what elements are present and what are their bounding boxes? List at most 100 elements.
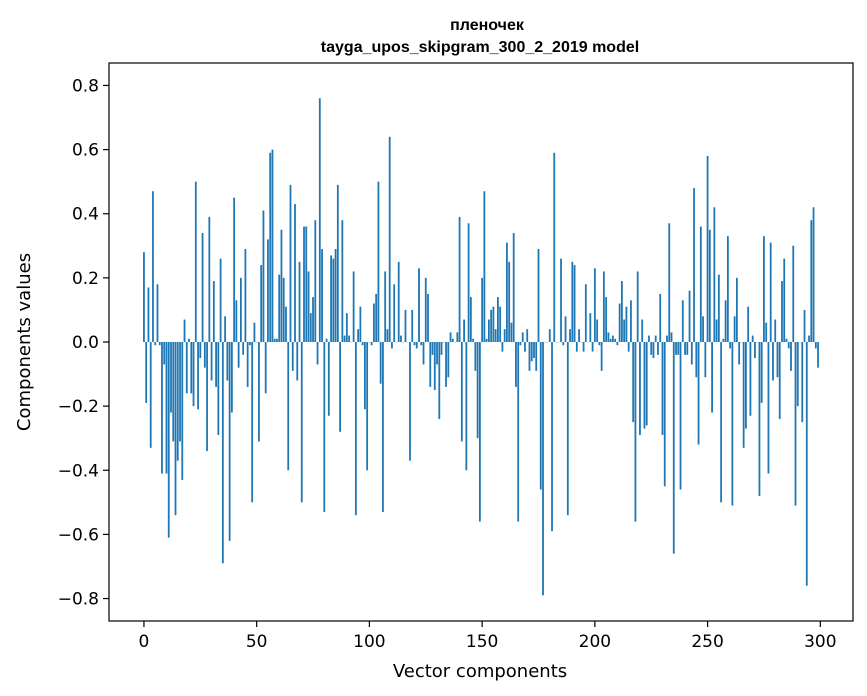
bar bbox=[575, 342, 578, 352]
bar bbox=[354, 342, 357, 516]
bar bbox=[183, 319, 186, 342]
bar bbox=[260, 265, 263, 342]
bar bbox=[334, 249, 337, 342]
bar bbox=[192, 342, 195, 407]
y-tick-label: 0.8 bbox=[72, 76, 99, 96]
bar bbox=[553, 152, 556, 342]
y-tick-label: −0.4 bbox=[58, 461, 99, 481]
bar bbox=[670, 332, 673, 342]
x-axis-ticks: 0 50 100 150 200 250 300 bbox=[139, 621, 837, 652]
bar bbox=[181, 342, 184, 480]
bar bbox=[605, 297, 608, 342]
bar bbox=[154, 342, 157, 346]
bar bbox=[330, 255, 332, 342]
bar bbox=[519, 342, 522, 346]
bars bbox=[143, 98, 819, 596]
bar bbox=[262, 210, 265, 342]
bar bbox=[237, 342, 240, 368]
bar bbox=[510, 322, 513, 342]
bar bbox=[542, 342, 544, 596]
bar bbox=[652, 342, 655, 359]
bar bbox=[370, 342, 373, 346]
bar bbox=[677, 342, 680, 355]
bar bbox=[639, 342, 641, 435]
bar bbox=[616, 342, 619, 346]
bar bbox=[449, 332, 452, 342]
bar bbox=[506, 242, 508, 342]
bar bbox=[571, 261, 574, 342]
bar bbox=[440, 342, 443, 355]
bar bbox=[411, 309, 414, 342]
bar bbox=[242, 342, 245, 355]
bar bbox=[397, 261, 400, 342]
bar bbox=[584, 284, 587, 342]
bar bbox=[472, 338, 475, 342]
y-tick-label: 0.0 bbox=[72, 333, 99, 353]
bar bbox=[765, 322, 768, 342]
bar bbox=[366, 342, 369, 471]
bar bbox=[456, 332, 459, 342]
bar bbox=[312, 297, 314, 342]
bar bbox=[611, 335, 614, 342]
bar bbox=[294, 204, 296, 342]
bar bbox=[745, 342, 747, 429]
bar bbox=[373, 303, 375, 342]
bar bbox=[787, 342, 790, 349]
bar bbox=[170, 342, 172, 413]
bar bbox=[564, 316, 567, 342]
bar bbox=[494, 329, 497, 342]
bar bbox=[666, 335, 668, 342]
bar bbox=[246, 342, 249, 387]
bar bbox=[731, 342, 734, 506]
bar bbox=[345, 313, 348, 342]
y-tick-label: 0.2 bbox=[72, 269, 99, 289]
bar bbox=[548, 329, 551, 342]
bar bbox=[600, 342, 603, 371]
bar bbox=[226, 342, 229, 381]
bar bbox=[388, 136, 391, 342]
bar bbox=[539, 342, 542, 490]
bar bbox=[659, 293, 662, 342]
bar bbox=[627, 342, 630, 352]
bar bbox=[325, 338, 328, 342]
x-axis-label: Vector components bbox=[393, 661, 567, 682]
bar bbox=[537, 249, 540, 342]
bar bbox=[515, 342, 517, 387]
bar bbox=[754, 342, 756, 359]
bar bbox=[152, 191, 154, 342]
bar bbox=[158, 342, 161, 346]
bar bbox=[224, 316, 227, 342]
bar bbox=[663, 342, 666, 487]
bar bbox=[233, 197, 236, 342]
bar bbox=[704, 342, 707, 378]
bar bbox=[253, 322, 256, 342]
bar bbox=[436, 342, 438, 365]
bar bbox=[630, 300, 632, 342]
bar bbox=[409, 342, 411, 461]
bar bbox=[147, 287, 150, 342]
bar bbox=[336, 184, 339, 342]
bar bbox=[643, 342, 646, 429]
bar bbox=[485, 338, 488, 342]
bar bbox=[621, 281, 623, 342]
bar bbox=[650, 342, 653, 355]
bar bbox=[763, 236, 765, 342]
bar bbox=[273, 338, 276, 342]
bar bbox=[569, 329, 571, 342]
plot-frame bbox=[108, 62, 854, 622]
bar bbox=[582, 342, 585, 352]
bar bbox=[296, 342, 299, 381]
bar bbox=[794, 342, 797, 506]
bar bbox=[305, 226, 308, 342]
bar bbox=[499, 306, 502, 342]
bar bbox=[176, 342, 179, 461]
bar bbox=[427, 293, 429, 342]
bar bbox=[596, 319, 599, 342]
bar bbox=[361, 342, 364, 346]
bar bbox=[332, 258, 335, 342]
bar bbox=[194, 181, 197, 342]
bar bbox=[424, 277, 427, 342]
bar bbox=[382, 342, 384, 512]
bar bbox=[188, 338, 190, 342]
bar bbox=[654, 335, 657, 342]
